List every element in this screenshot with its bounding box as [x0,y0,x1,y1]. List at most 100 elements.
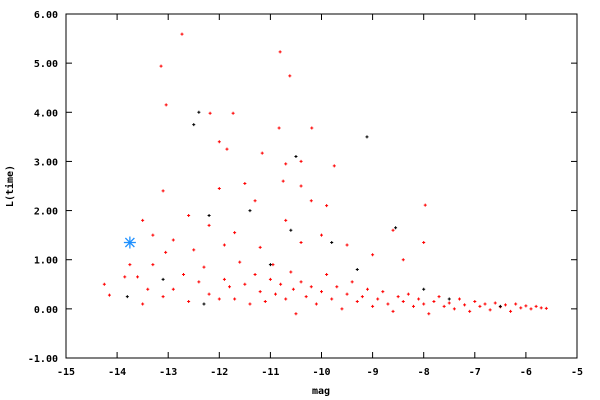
x-axis-label: mag [312,386,330,397]
data-point-series-0 [371,253,375,257]
data-point-series-0 [468,309,472,313]
data-point-series-0 [437,295,441,299]
data-point-series-0 [277,126,281,130]
data-point-series-0 [325,204,329,208]
data-point-series-0 [488,308,492,312]
data-point-series-0 [217,297,221,301]
data-point-series-0 [539,306,543,310]
y-tick-label: 4.00 [34,108,58,119]
data-point-series-0 [544,306,548,310]
data-point-series-0 [320,233,323,237]
data-point-series-0 [180,32,184,36]
data-point-series-0 [192,248,196,252]
data-point-series-0 [258,290,262,294]
data-point-series-0 [207,292,211,296]
data-point-series-0 [391,309,395,313]
data-point-series-0 [320,290,323,294]
data-point-series-0 [427,312,431,316]
data-point-series-0 [136,275,140,279]
data-point-series-0 [365,287,369,291]
data-point-series-0 [442,304,446,308]
data-point-series-0 [493,301,497,305]
y-tick-label: 1.00 [34,256,58,267]
y-tick-label: 5.00 [34,59,58,70]
data-point-series-0 [281,179,285,183]
data-point-series-0 [102,282,106,286]
data-point-series-0 [422,241,426,245]
data-point-series-0 [141,218,145,222]
data-point-series-0 [197,280,201,284]
data-point-series-0 [274,292,278,296]
data-point-series-0 [279,282,283,286]
data-point-series-0 [225,147,229,151]
data-point-series-1 [365,135,369,139]
data-point-series-0 [258,245,262,249]
x-tick-label: -6 [520,367,532,378]
data-point-series-0 [519,306,523,310]
data-point-series-0 [432,299,436,303]
data-point-series-0 [217,140,221,144]
data-point-series-0 [345,243,349,247]
data-point-series-0 [161,189,165,193]
data-point-series-0 [284,297,288,301]
y-tick-label: 2.00 [34,207,58,218]
data-point-series-0 [534,304,538,308]
data-point-series-0 [253,199,257,203]
data-point-series-0 [509,309,513,313]
data-point-series-0 [503,303,507,307]
data-point-series-0 [146,287,150,291]
data-point-series-0 [107,293,111,297]
data-point-series-0 [299,280,303,284]
x-tick-label: -15 [57,367,75,378]
data-point-series-0 [514,302,518,306]
data-point-series-0 [164,250,168,254]
data-point-series-0 [222,277,226,281]
y-tick-label: 0.00 [34,305,58,316]
data-point-series-1 [355,268,359,272]
y-tick-label: 3.00 [34,157,58,168]
data-point-series-1 [202,302,206,306]
data-point-series-0 [386,302,390,306]
data-point-series-1 [394,226,398,230]
data-point-series-0 [222,243,226,247]
data-point-series-0 [233,297,237,301]
data-point-series-0 [340,307,344,311]
data-point-series-0 [243,282,247,286]
data-point-series-0 [360,295,364,299]
x-tick-label: -14 [108,367,126,378]
data-point-series-0 [299,159,303,163]
x-tick-label: -13 [159,367,177,378]
highlight-star-point [123,236,136,249]
data-point-series-1 [330,241,334,245]
data-point-series-0 [288,74,292,78]
data-point-series-0 [187,299,191,303]
data-point-series-0 [422,302,426,306]
x-tick-label: -10 [312,367,330,378]
data-point-series-0 [330,297,334,301]
data-point-series-0 [217,186,221,190]
data-point-series-0 [452,307,456,311]
data-point-series-0 [309,199,313,203]
data-point-series-0 [248,302,252,306]
data-point-series-0 [299,241,303,245]
data-point-series-0 [171,238,175,242]
data-point-series-0 [128,263,132,267]
data-point-series-0 [182,272,186,276]
data-point-series-0 [171,287,175,291]
data-point-series-0 [345,292,349,296]
data-point-series-1 [161,277,165,281]
x-tick-label: -7 [469,367,481,378]
data-point-series-0 [401,258,405,262]
data-point-series-0 [355,299,359,303]
data-point-series-0 [164,103,168,107]
data-point-series-1 [207,213,211,217]
data-point-series-0 [159,64,163,68]
data-point-series-1 [498,304,502,308]
data-point-series-1 [268,263,272,267]
x-tick-label: -9 [367,367,379,378]
data-point-series-0 [284,218,288,222]
data-point-series-0 [243,182,247,186]
data-point-series-0 [161,295,165,299]
data-point-series-0 [325,272,329,276]
